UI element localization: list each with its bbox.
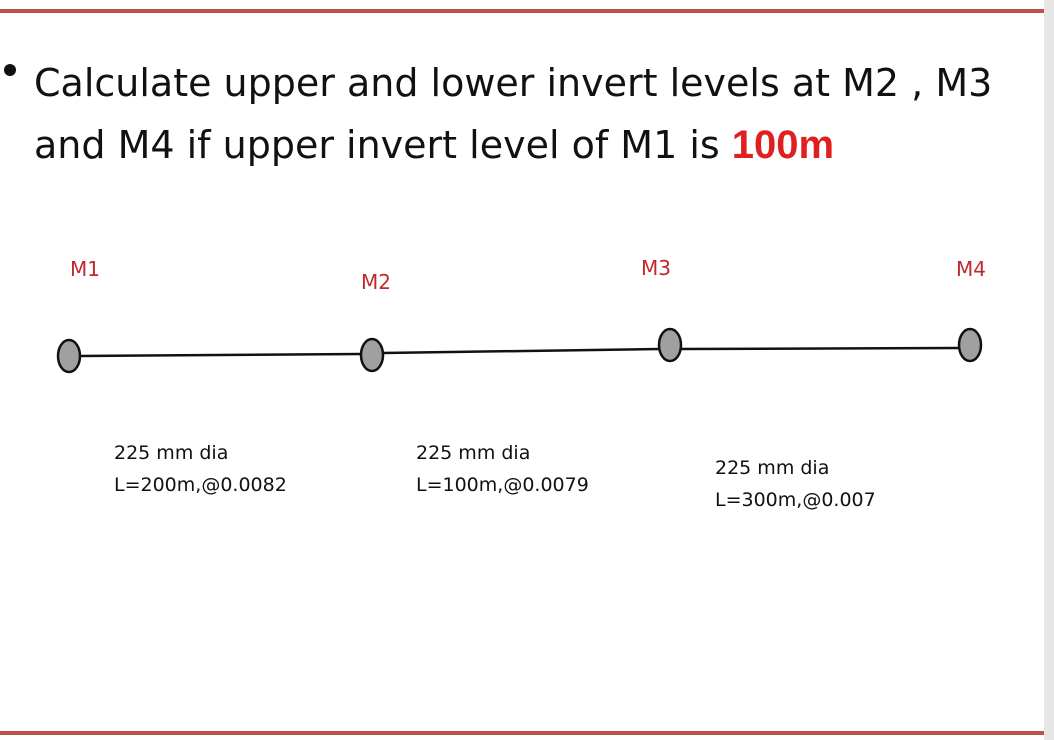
pipe-m3-m4 [680, 346, 960, 351]
manhole-m1 [56, 338, 82, 374]
question-line-2: and M4 if upper invert level of M1 is 10… [34, 120, 834, 170]
bullet-icon [4, 64, 16, 76]
manhole-label-m4: M4 [956, 257, 986, 281]
question-line-1: Calculate upper and lower invert levels … [34, 61, 993, 105]
pipe-length-gradient: L=100m,@0.0079 [416, 474, 589, 496]
question-line-2-text: and M4 if upper invert level of M1 is [34, 123, 732, 167]
pipe-label-m3-m4: 225 mm dia L=300m,@0.007 [715, 452, 876, 516]
question-highlight-value: 100m [731, 123, 835, 167]
pipe-diameter: 225 mm dia [114, 442, 229, 464]
manhole-label-m2: M2 [361, 270, 391, 294]
top-rule [0, 9, 1044, 13]
manhole-label-m3: M3 [641, 256, 671, 280]
pipe-length-gradient: L=200m,@0.0082 [114, 474, 287, 496]
bottom-rule [0, 731, 1044, 735]
pipe-m2-m3 [382, 347, 660, 355]
manhole-label-m1: M1 [70, 257, 100, 281]
pipe-length-gradient: L=300m,@0.007 [715, 489, 876, 511]
pipe-label-m2-m3: 225 mm dia L=100m,@0.0079 [416, 437, 589, 501]
pipe-diameter: 225 mm dia [715, 457, 830, 479]
manhole-m4 [957, 327, 983, 363]
manhole-m3 [657, 327, 683, 363]
pipe-label-m1-m2: 225 mm dia L=200m,@0.0082 [114, 437, 287, 501]
manhole-m2 [359, 337, 385, 373]
pipe-diameter: 225 mm dia [416, 442, 531, 464]
pipe-m1-m2 [79, 352, 362, 358]
window-edge [1044, 0, 1054, 740]
